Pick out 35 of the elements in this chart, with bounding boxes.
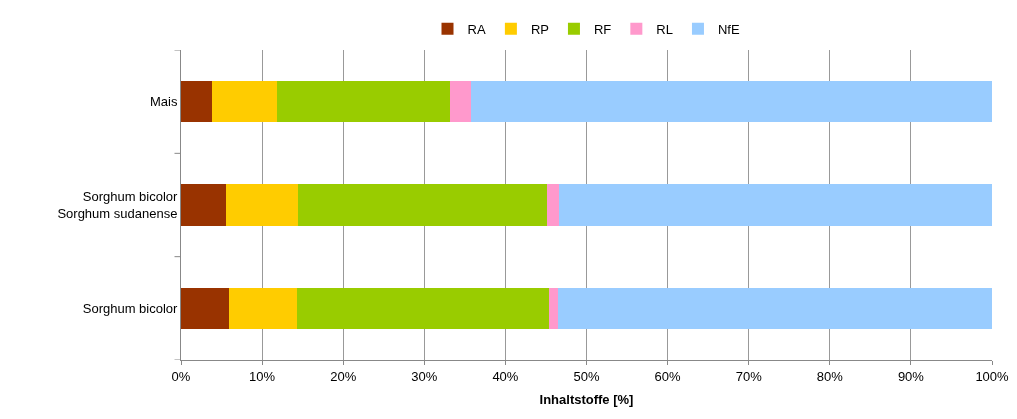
x-tick-label: 20% — [330, 368, 357, 384]
y-tick-label: Sorghum bicolor Sorghum sudanense — [57, 189, 179, 221]
bar — [549, 287, 559, 329]
legend-label: RP — [530, 21, 549, 37]
bar — [296, 287, 550, 329]
x-tick-label: 60% — [654, 368, 682, 384]
legend-label: RF — [593, 21, 612, 37]
x-tick-label: 100% — [975, 368, 1010, 384]
bar — [450, 81, 472, 123]
bar — [225, 184, 298, 226]
bar — [211, 81, 277, 123]
bar — [276, 81, 451, 123]
bar — [181, 81, 212, 123]
legend-label: RL — [656, 21, 673, 37]
x-axis-title: Inhaltstoffe [%] — [539, 392, 634, 408]
bar — [181, 184, 226, 226]
x-tick-label: 50% — [573, 368, 600, 384]
bar — [471, 81, 992, 123]
bar — [546, 184, 559, 226]
bar — [558, 287, 992, 329]
x-tick-label: 40% — [492, 368, 519, 384]
x-tick-label: 80% — [816, 368, 844, 384]
bar — [558, 184, 992, 226]
bar — [181, 287, 229, 329]
x-tick-label: 90% — [897, 368, 925, 384]
x-tick-label: 70% — [735, 368, 763, 384]
legend-label: RA — [467, 21, 486, 37]
x-tick-label: 30% — [411, 368, 438, 384]
bar — [297, 184, 547, 226]
bar — [228, 287, 297, 329]
y-tick-label: Sorghum bicolor — [82, 300, 179, 316]
y-tick-label: Mais — [149, 94, 178, 110]
x-tick-label: 10% — [249, 368, 276, 384]
x-tick-label: 0% — [171, 368, 191, 384]
legend-label: NfE — [717, 21, 740, 37]
